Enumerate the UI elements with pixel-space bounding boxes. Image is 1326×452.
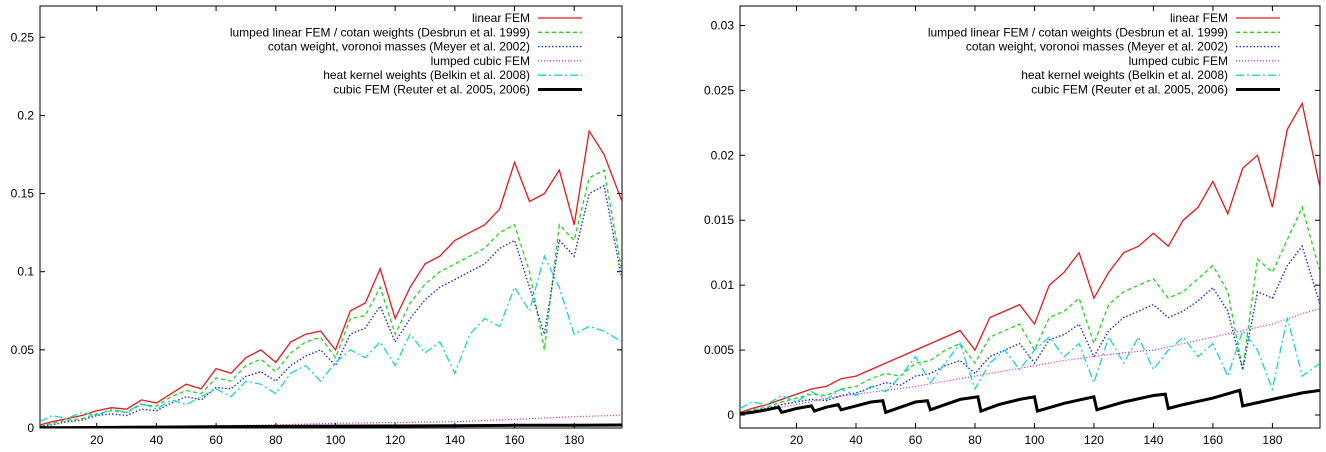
series-line bbox=[740, 205, 1320, 415]
x-tick-label: 100 bbox=[325, 433, 345, 447]
y-tick-label: 0.005 bbox=[704, 343, 734, 357]
legend-label: cotan weight, voronoi masses (Meyer et a… bbox=[268, 40, 530, 54]
x-tick-label: 80 bbox=[968, 433, 982, 447]
y-tick-label: 0.03 bbox=[711, 18, 735, 32]
x-tick-label: 60 bbox=[909, 433, 923, 447]
series-line bbox=[740, 388, 1320, 416]
y-tick-label: 0 bbox=[727, 408, 734, 422]
legend-label: cubic FEM (Reuter et al. 2005, 2006) bbox=[1031, 83, 1228, 97]
y-tick-label: 0.02 bbox=[711, 148, 735, 162]
x-tick-label: 120 bbox=[385, 433, 405, 447]
plot-frame bbox=[39, 5, 623, 429]
series-line bbox=[40, 184, 622, 428]
y-tick-label: 0.05 bbox=[11, 343, 35, 357]
y-tick-label: 0.015 bbox=[704, 213, 734, 227]
legend-label: lumped cubic FEM bbox=[431, 54, 530, 68]
legend-label: lumped linear FEM / cotan weights (Desbr… bbox=[230, 25, 530, 39]
series-line bbox=[40, 129, 622, 426]
legend-label: heat kernel weights (Belkin et al. 2008) bbox=[323, 68, 530, 82]
series-line bbox=[740, 317, 1320, 410]
x-tick-label: 160 bbox=[505, 433, 525, 447]
x-tick-label: 100 bbox=[1024, 433, 1044, 447]
y-tick-label: 0.15 bbox=[11, 187, 35, 201]
plot-frame bbox=[739, 5, 1321, 429]
right-plot-panel: 20 40 60 80 100 120 140 160 180 0 0.005 0.01 0.015 0.… bbox=[704, 5, 1321, 447]
x-tick-label: 140 bbox=[445, 433, 465, 447]
series-line bbox=[40, 254, 622, 423]
x-tick-label: 160 bbox=[1203, 433, 1223, 447]
x-tick-label: 120 bbox=[1084, 433, 1104, 447]
series-line bbox=[40, 423, 622, 428]
x-tick-label: 180 bbox=[564, 433, 584, 447]
x-tick-label: 20 bbox=[790, 433, 804, 447]
x-tick-label: 80 bbox=[269, 433, 283, 447]
legend-label: cotan weight, voronoi masses (Meyer et a… bbox=[966, 40, 1228, 54]
y-tick-label: 0.1 bbox=[17, 265, 34, 279]
legend-label: lumped linear FEM / cotan weights (Desbr… bbox=[928, 25, 1228, 39]
y-tick-label: 0.01 bbox=[711, 278, 735, 292]
x-tick-label: 20 bbox=[90, 433, 104, 447]
legend-label: linear FEM bbox=[472, 11, 530, 25]
x-tick-label: 40 bbox=[150, 433, 164, 447]
x-tick-label: 60 bbox=[209, 433, 223, 447]
legend-label: linear FEM bbox=[1170, 11, 1228, 25]
legend-label: lumped cubic FEM bbox=[1129, 54, 1228, 68]
series-line bbox=[740, 101, 1320, 414]
y-tick-label: 0.2 bbox=[17, 108, 34, 122]
left-plot-panel: 20 40 60 80 100 120 140 160 180 0 0.05 0.1 0.15 0.2 0.… bbox=[11, 5, 623, 447]
y-tick-label: 0.025 bbox=[704, 83, 734, 97]
y-tick-label: 0 bbox=[27, 421, 34, 435]
series-line bbox=[740, 244, 1320, 415]
legend-label: cubic FEM (Reuter et al. 2005, 2006) bbox=[333, 83, 530, 97]
y-tick-label: 0.25 bbox=[11, 30, 35, 44]
x-tick-label: 140 bbox=[1143, 433, 1163, 447]
x-tick-label: 180 bbox=[1262, 433, 1282, 447]
series-line bbox=[40, 169, 622, 428]
legend-label: heat kernel weights (Belkin et al. 2008) bbox=[1021, 68, 1228, 82]
x-tick-label: 40 bbox=[849, 433, 863, 447]
